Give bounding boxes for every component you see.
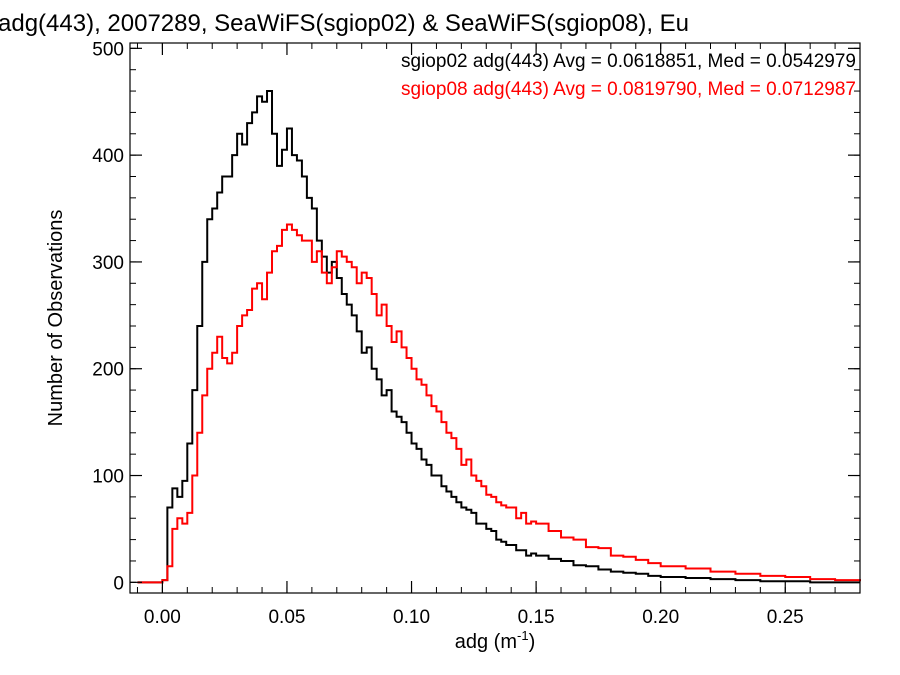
y-tick-label: 400 (92, 146, 124, 167)
plot-area: 0.00 0.05 0.10 0.15 0.20 0.25 0 100 200 300 400 50… (92, 39, 861, 628)
x-tick-label: 0.05 (268, 607, 305, 628)
chart-title: adg(443), 2007289, SeaWiFS(sgiop02) & Se… (0, 10, 689, 37)
y-tick-label: 100 (92, 467, 124, 488)
x-axis-label-close: ) (529, 631, 536, 653)
y-axis-label: Number of Observations (45, 210, 67, 427)
y-tick-label: 300 (92, 253, 124, 274)
x-tick-label: 0.25 (767, 607, 804, 628)
x-tick-label: 0.10 (393, 607, 430, 628)
x-tick-label: 0.15 (518, 607, 555, 628)
x-tick-label: 0.00 (144, 607, 181, 628)
y-tick-label: 500 (92, 39, 124, 60)
series-stats-sgiop08: sgiop08 adg(443) Avg = 0.0819790, Med = … (401, 79, 856, 100)
x-tick-label: 0.20 (642, 607, 679, 628)
y-tick-label: 0 (113, 573, 124, 594)
y-tick-labels: 0 100 200 300 400 500 (92, 39, 124, 594)
x-axis-label-base: adg (m (455, 631, 517, 653)
tick-marks (130, 43, 860, 593)
x-axis-label-superscript: -1 (517, 628, 529, 643)
series-line-sgiop02 (137, 90, 860, 584)
x-axis-label: adg (m-1) (455, 628, 535, 653)
plot-frame (129, 42, 861, 594)
series-layer (137, 90, 861, 584)
series-line-sgiop08 (137, 223, 861, 584)
y-tick-label: 200 (92, 360, 124, 381)
series-stats-sgiop02: sgiop02 adg(443) Avg = 0.0618851, Med = … (401, 51, 856, 72)
x-tick-labels: 0.00 0.05 0.10 0.15 0.20 0.25 (144, 607, 804, 628)
